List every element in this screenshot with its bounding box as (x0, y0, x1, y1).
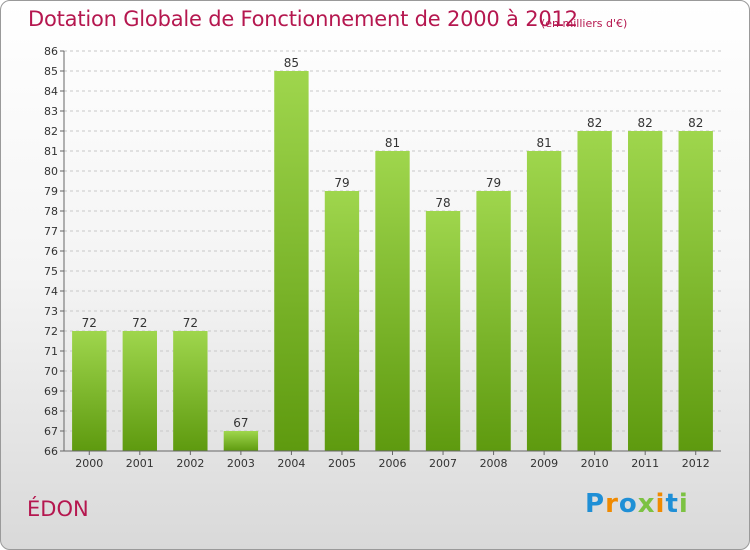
data-label: 72 (82, 316, 97, 330)
y-tick-label: 80 (44, 165, 58, 178)
x-tick-label: 2009 (530, 457, 558, 470)
data-label: 81 (385, 136, 400, 150)
bar (173, 331, 208, 451)
x-tick-label: 2008 (480, 457, 508, 470)
data-label: 82 (688, 116, 703, 130)
y-tick-label: 67 (44, 425, 58, 438)
bar (375, 151, 410, 451)
x-tick-label: 2002 (176, 457, 204, 470)
bar (425, 211, 461, 451)
y-tick-label: 77 (44, 225, 58, 238)
y-tick-label: 79 (44, 185, 58, 198)
logo-letter: P (585, 489, 606, 519)
y-tick-label: 69 (44, 385, 58, 398)
bar (628, 131, 663, 451)
y-tick-label: 86 (44, 45, 58, 58)
y-tick-label: 75 (44, 265, 58, 278)
x-tick-label: 2005 (328, 457, 356, 470)
bar (122, 331, 157, 451)
unit-note: (en milliers d'€) (541, 17, 628, 30)
logo-letter: x (637, 489, 656, 519)
data-label: 82 (638, 116, 653, 130)
logo-letter: i (678, 489, 689, 519)
x-tick-label: 2012 (682, 457, 710, 470)
y-tick-label: 68 (44, 405, 58, 418)
data-label: 85 (284, 56, 299, 70)
x-tick-label: 2003 (227, 457, 255, 470)
logo-letter: i (655, 489, 666, 519)
x-tick-label: 2011 (631, 457, 659, 470)
x-tick-label: 2010 (581, 457, 609, 470)
bar (274, 71, 309, 451)
y-tick-label: 71 (44, 345, 58, 358)
data-label: 79 (334, 176, 349, 190)
y-tick-label: 76 (44, 245, 58, 258)
chart-title: Dotation Globale de Fonctionnement de 20… (28, 7, 578, 31)
y-tick-label: 66 (44, 445, 58, 458)
data-label: 82 (587, 116, 602, 130)
data-label: 79 (486, 176, 501, 190)
y-tick-label: 74 (44, 285, 58, 298)
bar (72, 331, 107, 451)
y-tick-label: 78 (44, 205, 58, 218)
data-label: 81 (536, 136, 551, 150)
logo-letter: o (618, 489, 638, 519)
y-tick-label: 85 (44, 65, 58, 78)
x-tick-label: 2006 (379, 457, 407, 470)
y-tick-label: 73 (44, 305, 58, 318)
data-label: 72 (132, 316, 147, 330)
logo-letter: r (605, 489, 619, 519)
commune-name: ÉDON (27, 497, 89, 521)
proxiti-logo[interactable]: Proxiti (585, 489, 689, 519)
y-tick-label: 81 (44, 145, 58, 158)
bar (223, 431, 259, 451)
y-tick-label: 82 (44, 125, 58, 138)
bar (577, 131, 612, 451)
x-tick-label: 2001 (126, 457, 154, 470)
y-tick-label: 72 (44, 325, 58, 338)
x-tick-label: 2004 (277, 457, 305, 470)
bar (526, 151, 562, 451)
y-tick-label: 83 (44, 105, 58, 118)
bar (678, 131, 713, 451)
data-label: 67 (233, 416, 248, 430)
x-tick-label: 2007 (429, 457, 457, 470)
bar (476, 191, 511, 451)
logo-letter: t (665, 489, 679, 519)
data-label: 78 (435, 196, 450, 210)
data-label: 72 (183, 316, 198, 330)
y-tick-label: 70 (44, 365, 58, 378)
y-tick-label: 84 (44, 85, 58, 98)
x-tick-label: 2000 (75, 457, 103, 470)
bar (324, 191, 360, 451)
